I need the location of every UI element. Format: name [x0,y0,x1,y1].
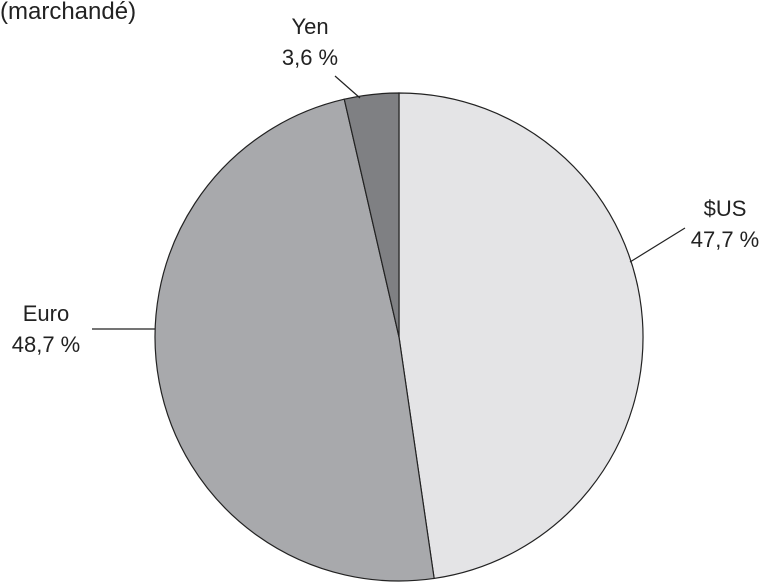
slice-label-us: $US [704,196,747,221]
slice-label-yen: Yen [291,14,328,39]
pie-slice-us [398,92,644,580]
pie-labels: $US 47,7 % Euro 48,7 % Yen 3,6 % [12,14,760,357]
slice-value-us: 47,7 % [691,227,760,252]
slice-value-euro: 48,7 % [12,332,81,357]
pie-slice-yen [343,92,400,338]
slice-label-euro: Euro [23,301,69,326]
slice-value-yen: 3,6 % [282,45,338,70]
pie-slices [154,92,644,582]
chart-title: (marchandé) [0,0,136,25]
leader-line-us [629,227,686,263]
pie-slice-euro [154,98,435,582]
leader-line-yen [334,75,361,99]
